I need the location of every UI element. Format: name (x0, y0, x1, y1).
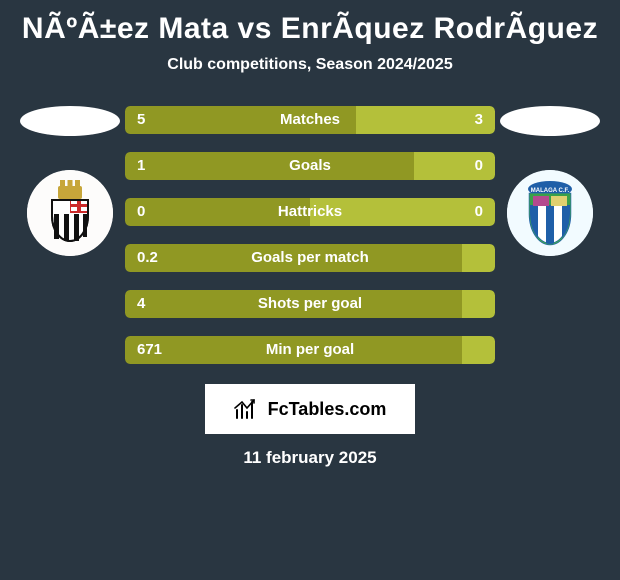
stat-value-left: 0.2 (137, 244, 158, 272)
stat-bars: 5 Matches 3 1 Goals 0 0 Hattricks 0 0.2 Goals per … (125, 106, 495, 364)
stat-label: Hattricks (278, 198, 342, 226)
stat-bar-right (462, 290, 495, 318)
stat-value-right: 0 (475, 198, 483, 226)
left-club-logo-svg (27, 170, 113, 256)
stat-value-left: 4 (137, 290, 145, 318)
attribution-text: FcTables.com (268, 399, 387, 420)
right-player-ellipse (500, 106, 600, 136)
stat-bar-right (462, 336, 495, 364)
stat-value-left: 671 (137, 336, 162, 364)
comparison-area: 5 Matches 3 1 Goals 0 0 Hattricks 0 0.2 Goals per … (0, 106, 620, 364)
stat-row: 5 Matches 3 (125, 106, 495, 134)
right-club-logo-svg: MALAGA C.F. (507, 170, 593, 256)
stat-bar-right (462, 244, 495, 272)
stat-label: Goals per match (251, 244, 369, 272)
left-player-ellipse (20, 106, 120, 136)
stat-label: Min per goal (266, 336, 354, 364)
comparison-card: NÃºÃ±ez Mata vs EnrÃ­quez RodrÃ­guez Clu… (0, 0, 620, 468)
stat-label: Goals (289, 152, 331, 180)
stat-value-left: 5 (137, 106, 145, 134)
subtitle: Club competitions, Season 2024/2025 (167, 56, 452, 74)
left-club-logo (27, 170, 113, 256)
stat-value-right: 0 (475, 152, 483, 180)
right-player-col: MALAGA C.F. (495, 106, 605, 256)
stat-value-right: 3 (475, 106, 483, 134)
stat-value-left: 0 (137, 198, 145, 226)
left-player-col (15, 106, 125, 256)
stat-label: Matches (280, 106, 340, 134)
attribution-box: FcTables.com (205, 384, 415, 434)
stat-row: 671 Min per goal (125, 336, 495, 364)
stat-row: 4 Shots per goal (125, 290, 495, 318)
stat-row: 0 Hattricks 0 (125, 198, 495, 226)
right-club-logo: MALAGA C.F. (507, 170, 593, 256)
stat-bar-left (125, 152, 414, 180)
stat-value-left: 1 (137, 152, 145, 180)
page-title: NÃºÃ±ez Mata vs EnrÃ­quez RodrÃ­guez (22, 12, 598, 46)
stat-label: Shots per goal (258, 290, 362, 318)
date-label: 11 february 2025 (243, 448, 376, 468)
stat-row: 1 Goals 0 (125, 152, 495, 180)
fctables-icon (234, 398, 262, 420)
stat-row: 0.2 Goals per match (125, 244, 495, 272)
